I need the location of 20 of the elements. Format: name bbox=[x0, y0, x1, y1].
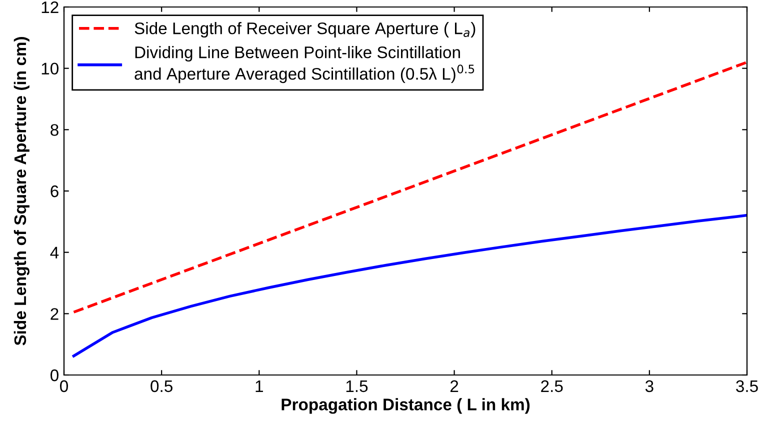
x-tick-label: 3.5 bbox=[736, 380, 758, 392]
x-tick-label: 0.5 bbox=[150, 380, 172, 392]
x-tick-label: 0 bbox=[60, 380, 68, 392]
y-tick-label: 4 bbox=[50, 246, 59, 258]
x-tick-label: 3 bbox=[645, 380, 654, 392]
x-tick-label: 1.5 bbox=[346, 380, 368, 392]
y-tick-label: 8 bbox=[50, 124, 58, 136]
x-tick-label: 1 bbox=[256, 380, 263, 392]
line-series bbox=[72, 214, 747, 358]
y-tick-label: 6 bbox=[50, 185, 58, 198]
x-tick-label: 2 bbox=[450, 380, 458, 392]
y-tick-label: 12 bbox=[42, 1, 58, 14]
y-axis-title: Side Length of Square Aperture (in cm) bbox=[14, 37, 30, 346]
x-axis-title: Propagation Distance ( L in km) bbox=[282, 398, 530, 414]
y-tick-label: 0 bbox=[50, 369, 58, 382]
legend-label: Side Length of Receiver Square Aperture ( L$_{a}$) bbox=[134, 22, 476, 38]
x-tick-label: 2.5 bbox=[541, 380, 563, 392]
legend-label: Dividing Line Between Point-like Scintillation and Aperture Averaged Scintillation (0.5λ L)$^{0.5}$ bbox=[134, 46, 474, 84]
y-tick-label: 10 bbox=[42, 62, 58, 75]
y-tick-label: 2 bbox=[50, 308, 58, 320]
